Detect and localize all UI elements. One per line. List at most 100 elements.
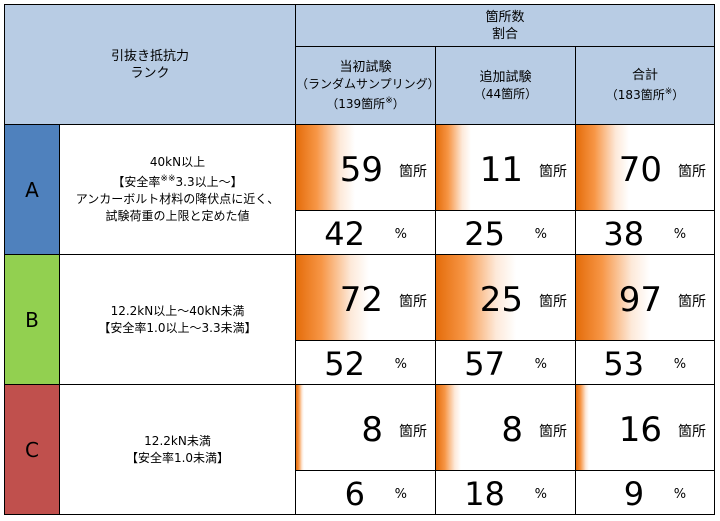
col-header-close: ） [392,96,405,111]
desc-line: アンカーボルト材料の降伏点に近く、 [75,192,280,206]
share-bar [576,385,589,470]
count-value: 59 [339,150,384,190]
count-unit: 箇所 [399,164,428,180]
desc-line: 12.2kN以上～40kN未満 [110,303,245,318]
desc-line: 3.3以上～】 [175,175,243,189]
count-value: 25 [479,280,524,320]
share-bar [296,255,369,340]
col-header-count: （183箇所 [605,88,665,102]
count-value: 97 [618,280,663,320]
percent-cell: 53% [575,340,716,385]
rank-label: A [25,177,39,202]
percent-value: 18 [464,475,506,513]
rank-description-c: 12.2kN未満 【安全率1.0未満】 [58,384,297,515]
rank-label: C [25,437,39,462]
rank-description-a: 40kN以上 【安全率※※3.3以上～】 アンカーボルト材料の降伏点に近く、 試… [58,124,297,255]
percent-value: 42 [324,215,366,253]
percent-unit: % [394,487,408,502]
col-header-name: 合計 [632,68,659,83]
count-cell: 11 箇所 [435,124,577,211]
rank-description-b: 12.2kN以上～40kN未満 【安全率1.0以上～3.3未満】 [58,254,297,385]
count-value: 16 [618,410,663,450]
count-unit: 箇所 [399,424,428,440]
count-unit: 箇所 [678,294,707,310]
col-header-sub: （44箇所） [473,86,538,101]
desc-line: 【安全率 [112,175,161,189]
rank-cell-b: B [4,254,60,385]
count-cell: 70 箇所 [575,124,716,211]
percent-value: 6 [344,475,366,513]
share-bar [296,125,355,210]
percent-unit: % [673,487,687,502]
percent-value: 9 [623,475,645,513]
count-cell: 8 箇所 [435,384,577,471]
col-header-close: ） [672,88,685,102]
col-header-name: 追加試験 [479,69,532,85]
footnote-mark: ※ [664,87,673,97]
count-cell: 97 箇所 [575,254,716,341]
share-bar [436,385,462,470]
percent-value: 25 [464,215,506,253]
percent-cell: 6% [295,470,437,515]
share-bar [436,255,516,340]
share-bar [436,125,472,210]
percent-unit: % [394,357,408,372]
rank-cell-c: C [4,384,60,515]
rank-header-line1: 引抜き抵抗力 [111,48,190,64]
desc-line: 【安全率1.0以上～3.3未満】 [98,320,257,335]
count-value: 8 [501,410,524,450]
count-unit: 箇所 [678,164,707,180]
anchor-test-results-table: 引抜き抵抗力 ランク 箇所数 割合 当初試験 （ランダムサンプリング） （139… [3,4,716,517]
percent-unit: % [534,357,548,372]
percent-cell: 9% [575,470,716,515]
percent-unit: % [673,357,687,372]
count-cell: 25 箇所 [435,254,577,341]
col-header-name: 当初試験 [339,59,392,75]
count-value: 8 [361,410,384,450]
rank-header-line2: ランク [130,65,170,81]
count-cell: 16 箇所 [575,384,716,471]
rank-cell-a: A [4,124,60,255]
percent-cell: 52% [295,340,437,385]
count-value: 11 [479,150,524,190]
rank-header: 引抜き抵抗力 ランク [3,4,297,125]
share-bar [296,385,305,470]
percent-unit: % [394,227,408,242]
col-header-sub: （ランダムサンプリング） [296,76,440,91]
percent-cell: 38% [575,210,716,255]
share-bar [576,125,630,210]
col-header-count: （139箇所 [326,96,386,111]
percent-cell: 18% [435,470,577,515]
count-unit: 箇所 [678,424,707,440]
percent-value: 57 [464,345,506,383]
count-value: 70 [618,150,663,190]
percent-unit: % [534,227,548,242]
count-unit: 箇所 [399,294,428,310]
group-header: 箇所数 割合 [295,4,716,47]
count-value: 72 [339,280,384,320]
count-cell: 8 箇所 [295,384,437,471]
percent-unit: % [673,227,687,242]
percent-value: 38 [603,215,645,253]
desc-line: 試験荷重の上限と定めた値 [105,209,250,223]
footnote-mark: ※ [385,95,393,106]
count-unit: 箇所 [539,164,568,180]
col-header-initial: 当初試験 （ランダムサンプリング） （139箇所※） [295,46,440,125]
count-unit: 箇所 [539,294,568,310]
percent-cell: 57% [435,340,577,385]
percent-value: 53 [603,345,645,383]
count-cell: 59 箇所 [295,124,437,211]
group-header-line1: 箇所数 [485,9,525,25]
desc-line: 【安全率1.0未満】 [125,450,230,465]
desc-line: 12.2kN未満 [144,433,211,448]
percent-cell: 42% [295,210,437,255]
desc-line: 40kN以上 [149,155,206,169]
percent-unit: % [534,487,548,502]
count-cell: 72 箇所 [295,254,437,341]
footnote-mark: ※※ [160,174,176,184]
col-header-total: 合計 （183箇所※） [575,46,716,125]
share-bar [576,255,651,340]
count-unit: 箇所 [539,424,568,440]
rank-label: B [25,307,39,332]
col-header-additional: 追加試験 （44箇所） [435,46,577,125]
